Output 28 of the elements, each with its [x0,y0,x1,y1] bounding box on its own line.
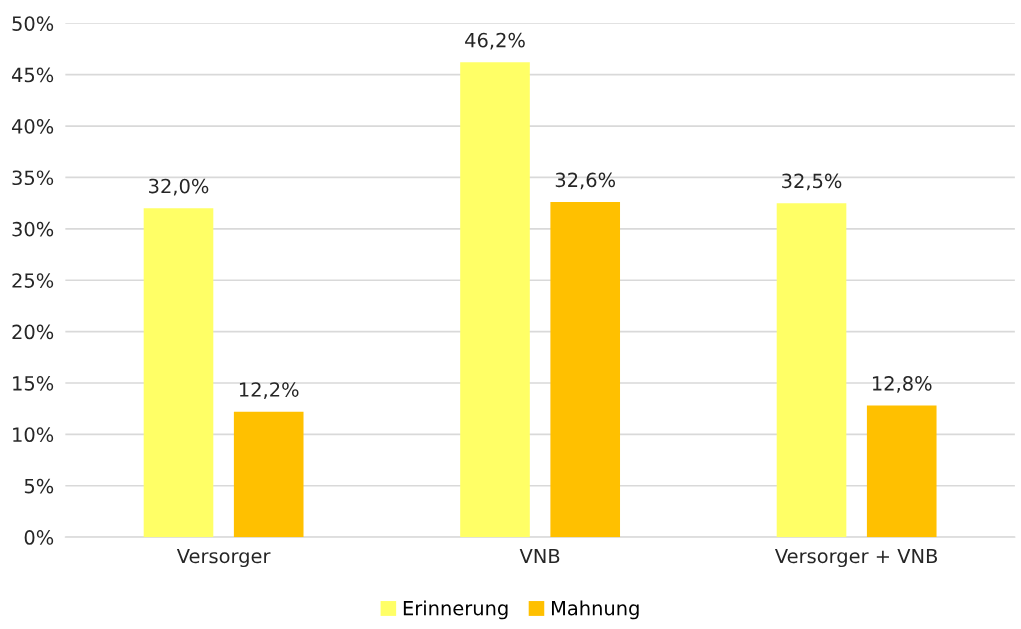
bar [143,208,214,538]
bar [460,62,530,538]
x-tick-label: Versorger + VNB [774,548,938,568]
y-tick-label: 40% [11,119,54,134]
data-label: 32,5% [782,173,842,191]
y-tick-label: 50% [12,16,54,31]
x-tick-label: Versorger [176,548,271,568]
legend-label: Erinnerung [403,600,508,620]
y-tick-label: 30% [12,221,54,237]
data-label: 46,2% [465,32,525,50]
data-label: 12,2% [239,382,299,399]
bar [550,202,621,538]
y-tick-label: 20% [12,324,54,340]
y-tick-label: 45% [11,67,54,83]
bar [233,411,304,538]
bar [776,203,847,538]
legend-label: Mahnung [551,600,639,620]
y-tick-label: 15% [13,375,54,391]
x-tick-label: VNB [519,548,560,564]
y-tick-label: 5% [24,478,54,494]
data-label: 12,8% [872,376,932,393]
y-tick-label: 25% [12,273,54,288]
bar [866,405,937,538]
data-label: 32,6% [555,172,616,190]
data-label: 32,0% [149,178,209,196]
y-tick-label: 10% [13,427,54,443]
y-tick-label: 35% [12,170,54,186]
y-tick-label: 0% [24,530,54,545]
